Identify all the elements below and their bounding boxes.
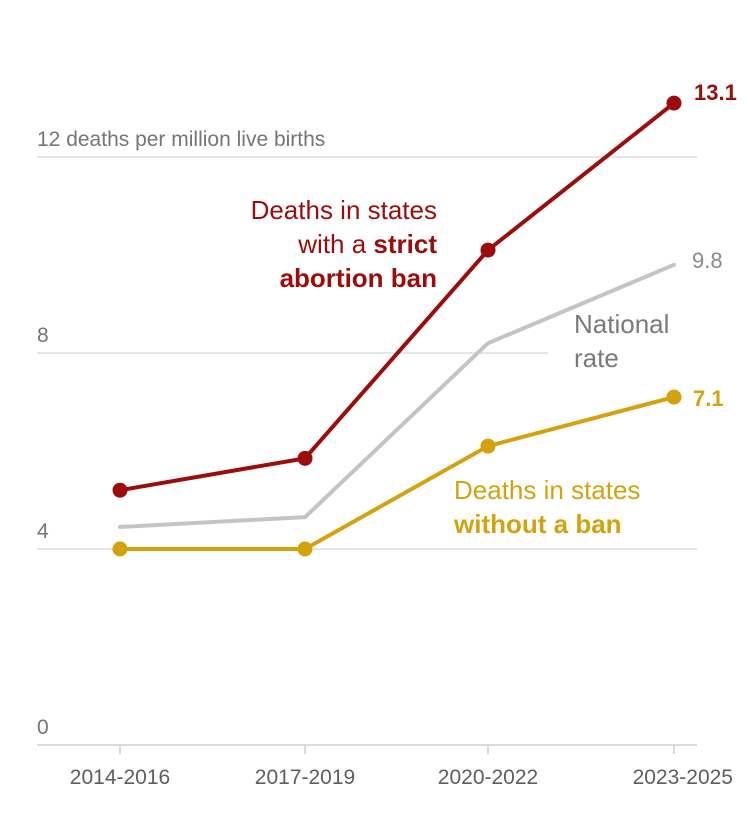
data-point-strict_ban (112, 482, 128, 498)
series-label-text: National (574, 309, 669, 339)
data-point-strict_ban (666, 95, 682, 111)
series-line-national (118, 262, 676, 529)
series-annotations: 13.1 9.8 7.1 Deaths in states with a strict a… (251, 80, 737, 539)
series-label-national: National (574, 309, 669, 339)
series-label-strict_ban: with a strict (297, 229, 437, 259)
series-label-emphasis: strict (373, 229, 437, 259)
series-line-strict_ban (118, 101, 676, 493)
series-label-emphasis: without a ban (453, 509, 622, 539)
x-axis-ticks: 2014-2016 2017-2019 2020-2022 2023-2025 (70, 745, 733, 789)
x-tick-label: 2014-2016 (70, 766, 170, 789)
x-tick-label: 2017-2019 (255, 766, 355, 789)
data-point-no_ban (480, 438, 496, 454)
x-tick-label: 2020-2022 (438, 766, 538, 789)
series-label-text: Deaths in states (251, 195, 437, 225)
data-point-strict_ban (480, 242, 496, 258)
data-point-no_ban (297, 541, 313, 557)
y-axis-ticks: 0 4 8 12 deaths per million live births (37, 128, 325, 739)
y-tick-label: 0 (37, 716, 49, 739)
data-point-strict_ban (297, 450, 313, 466)
x-tick-label: 2023-2025 (633, 766, 733, 789)
end-value-label-national: 9.8 (692, 248, 723, 273)
y-tick-label: 4 (37, 520, 49, 543)
series-lines (112, 95, 682, 557)
series-label-no_ban: without a ban (453, 509, 622, 539)
y-tick-label: 12 deaths per million live births (37, 128, 325, 151)
data-point-no_ban (666, 389, 682, 405)
data-point-no_ban (112, 541, 128, 557)
series-label-emphasis: abortion ban (280, 263, 437, 293)
series-label-text: Deaths in states (454, 475, 640, 505)
end-value-label-no_ban: 7.1 (693, 386, 724, 411)
series-label-national: rate (574, 343, 619, 373)
series-label-strict_ban: abortion ban (280, 263, 437, 293)
y-tick-label: 8 (37, 324, 49, 347)
series-label-text: with a (297, 229, 373, 259)
end-value-label-strict_ban: 13.1 (694, 80, 737, 105)
series-label-strict_ban: Deaths in states (251, 195, 437, 225)
series-label-text: rate (574, 343, 619, 373)
series-label-no_ban: Deaths in states (454, 475, 640, 505)
series-line-no_ban (118, 395, 676, 551)
